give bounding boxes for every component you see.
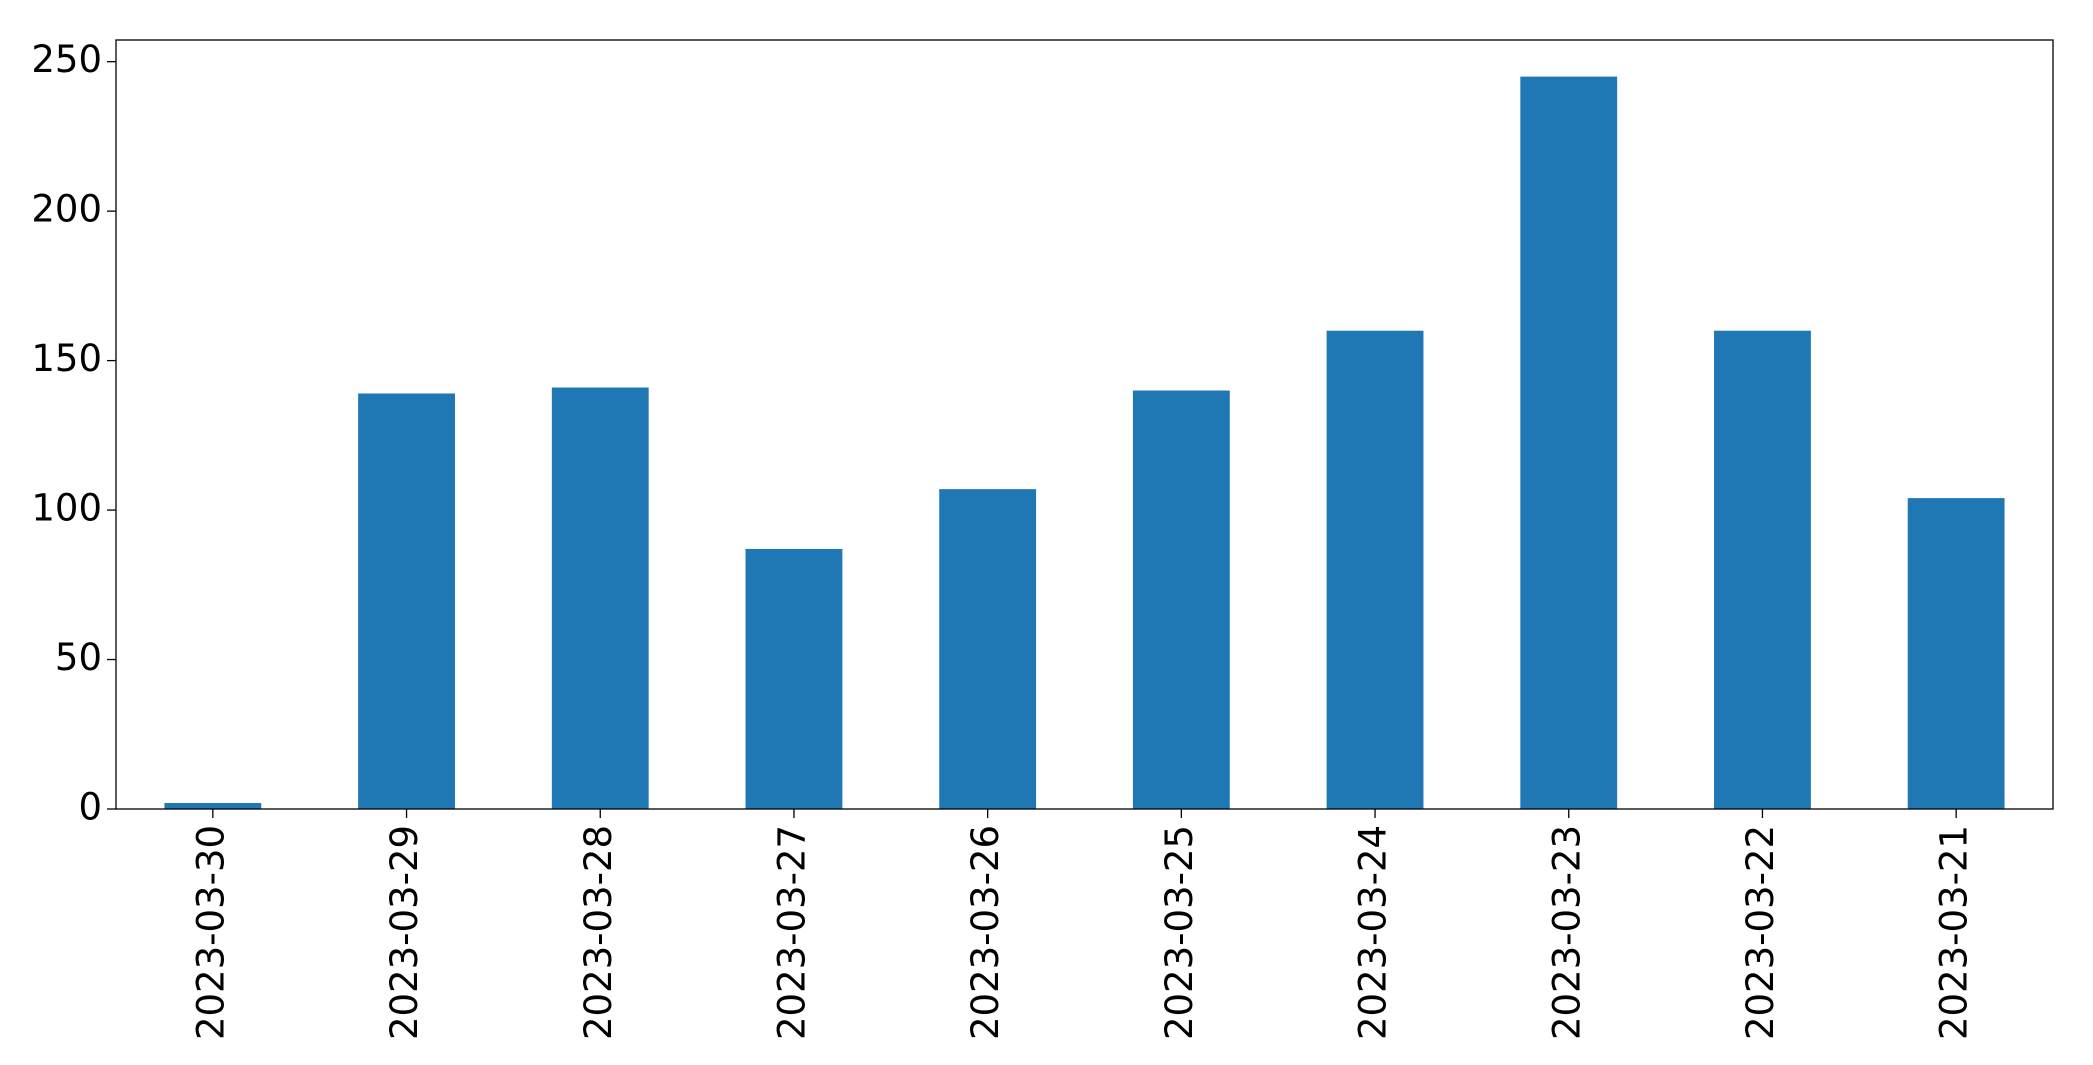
y-tick-label: 150	[31, 337, 102, 380]
axes-frame	[115, 39, 2054, 810]
bar	[1907, 498, 2005, 809]
y-tick-label: 200	[31, 188, 102, 231]
bar	[939, 489, 1037, 809]
x-tick-label: 2023-03-25	[1158, 825, 1201, 1040]
x-tick-label: 2023-03-21	[1933, 825, 1976, 1040]
bar	[1714, 330, 1811, 809]
x-tick-label: 2023-03-23	[1545, 825, 1588, 1040]
y-tick-label: 50	[55, 636, 102, 679]
x-tick-label: 2023-03-24	[1352, 825, 1395, 1040]
bar	[358, 393, 455, 809]
bar	[551, 387, 649, 809]
x-tick-label: 2023-03-26	[964, 825, 1007, 1040]
x-tick-label: 2023-03-27	[770, 825, 813, 1040]
bar	[1520, 76, 1618, 810]
y-tick-label: 250	[31, 38, 102, 81]
bar	[1326, 330, 1424, 809]
y-tick-label: 100	[31, 487, 102, 530]
x-tick-label: 2023-03-28	[577, 825, 620, 1040]
bar	[745, 548, 843, 809]
bar	[1132, 390, 1230, 809]
bar	[164, 803, 262, 809]
x-tick-label: 2023-03-30	[189, 825, 232, 1040]
x-tick-label: 2023-03-22	[1739, 825, 1782, 1040]
x-tick-label: 2023-03-29	[383, 825, 426, 1040]
y-tick-label: 0	[78, 786, 102, 829]
